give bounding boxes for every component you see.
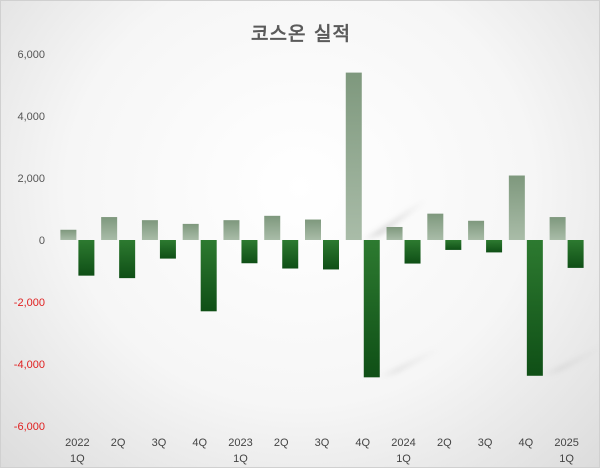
x-tick-label: 2Q (111, 437, 126, 449)
y-tick-label: 0 (39, 235, 45, 247)
x-tick-label: 3Q (152, 437, 167, 449)
bar-series1 (549, 217, 566, 240)
x-tick-label: 2023 (228, 437, 252, 449)
x-tick-label: 2Q (274, 437, 289, 449)
bar-series2 (282, 240, 299, 269)
bar-series1 (101, 217, 118, 240)
bar-series1 (223, 220, 240, 240)
y-tick-label: -6,000 (14, 421, 45, 433)
bar-series1 (427, 213, 444, 240)
bar-series2 (445, 240, 462, 250)
bar-series1 (60, 229, 77, 240)
chart-title: 코스온 실적 (250, 23, 351, 45)
x-tick-label: 1Q (70, 453, 85, 465)
bar-series1 (508, 175, 525, 240)
bar-series2 (567, 240, 584, 268)
bar-series2 (78, 240, 95, 276)
y-tick-label: 6,000 (17, 49, 45, 61)
bar-series2 (119, 240, 136, 279)
bar-shadow (379, 347, 442, 378)
bar-series1 (305, 219, 321, 240)
bar-series2 (363, 240, 380, 378)
x-tick-label: 1Q (233, 453, 248, 465)
x-tick-label: 2022 (65, 437, 89, 449)
y-tick-label: -2,000 (14, 297, 45, 309)
bar-series1 (264, 215, 281, 240)
bar-series2 (323, 240, 339, 270)
bar-series2 (159, 240, 176, 259)
bar-series2 (404, 240, 421, 264)
x-tick-label: 2Q (437, 437, 452, 449)
bar-series1 (345, 72, 362, 240)
x-tick-label: 2025 (554, 437, 578, 449)
y-tick-label: -4,000 (14, 359, 45, 371)
x-tick-label: 4Q (192, 437, 207, 449)
bar-series1 (141, 220, 158, 240)
bar-series2 (486, 240, 503, 253)
x-tick-label: 1Q (396, 453, 411, 465)
bar-series2 (241, 240, 258, 264)
x-tick-label: 1Q (559, 453, 574, 465)
x-tick-label: 4Q (355, 437, 370, 449)
y-tick-label: 4,000 (17, 111, 45, 123)
bar-series2 (526, 240, 543, 376)
x-tick-label: 3Q (315, 437, 330, 449)
bar-series2 (200, 240, 217, 312)
bar-series1 (182, 223, 199, 240)
y-tick-label: 2,000 (17, 173, 45, 185)
bar-series1 (386, 226, 403, 240)
x-tick-label: 3Q (478, 437, 493, 449)
bar-shadow (542, 348, 600, 376)
x-tick-label: 2024 (391, 437, 415, 449)
bar-series1 (468, 220, 485, 240)
x-tick-label: 4Q (519, 437, 534, 449)
